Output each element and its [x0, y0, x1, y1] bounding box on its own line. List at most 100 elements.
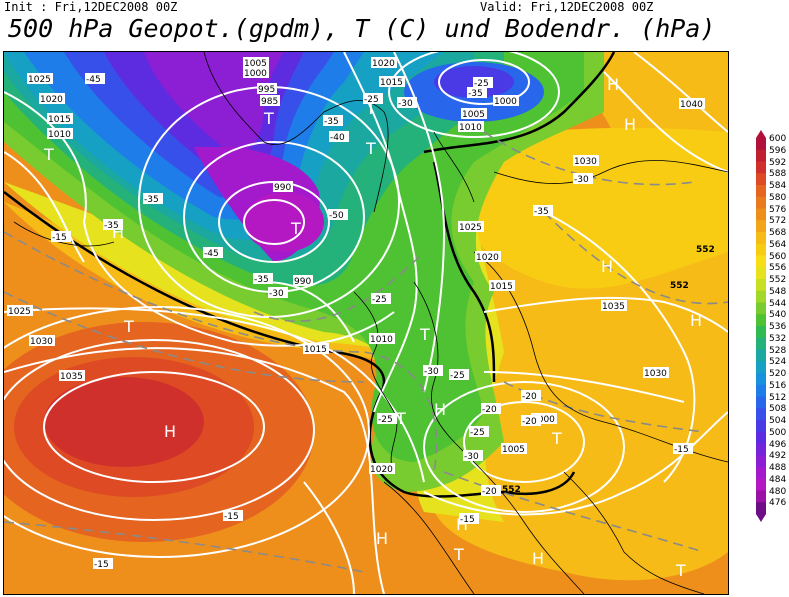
- init-time: Init : Fri,12DEC2008 00Z: [4, 0, 178, 14]
- temperature-label-bg: [377, 413, 397, 424]
- legend-swatch: [756, 196, 766, 209]
- legend-label: 548: [769, 286, 787, 297]
- high-pressure-label: H: [624, 115, 636, 134]
- temperature-label: -25: [474, 79, 489, 89]
- temp-field-564: [444, 127, 728, 289]
- low-pressure-label: T: [395, 409, 406, 428]
- legend-swatch: [756, 220, 766, 233]
- high-pressure-label: H: [601, 257, 613, 276]
- temperature-label-bg: [467, 87, 487, 98]
- isobar-label-bg: [303, 343, 329, 354]
- valid-time: Valid: Fri,12DEC2008 00Z: [480, 0, 654, 14]
- temperature-label-bg: [449, 369, 469, 380]
- legend-label: 560: [769, 251, 787, 262]
- height-label-552: 552: [502, 485, 521, 495]
- temperature-label-bg: [253, 273, 273, 284]
- legend-swatch: [756, 149, 766, 162]
- temperature-label-bg: [268, 287, 288, 298]
- temperature-label-bg: [323, 115, 343, 126]
- legend-swatch: [756, 443, 766, 456]
- legend-swatch: [756, 279, 766, 292]
- temperature-label-bg: [673, 443, 693, 454]
- legend-swatch: [756, 326, 766, 339]
- temperature-label-bg: [469, 426, 489, 437]
- temperature-label: -20: [482, 487, 497, 497]
- legend-label: 492: [769, 451, 787, 462]
- isobar-label-bg: [458, 121, 484, 132]
- temperature-label: -35: [254, 275, 269, 285]
- isobar-label-bg: [257, 83, 277, 94]
- temperature-label-bg: [363, 93, 383, 104]
- temp-field-484: [244, 192, 324, 252]
- isobar-label: 1015: [380, 78, 403, 88]
- isobar-label: 1005: [462, 110, 485, 120]
- legend-swatch: [756, 337, 766, 350]
- temperature-label: -45: [204, 249, 219, 259]
- legend-swatch: [756, 314, 766, 327]
- legend-swatch: [756, 467, 766, 480]
- temperature-label: -35: [104, 221, 119, 231]
- low-pressure-label: T: [43, 145, 54, 164]
- high-pressure-label: H: [164, 422, 176, 441]
- isobar-label-bg: [379, 76, 405, 87]
- legend-swatch: [756, 173, 766, 186]
- isobar-label: 995: [258, 85, 275, 95]
- legend-swatch: [756, 208, 766, 221]
- legend-arrow-bottom: [756, 514, 766, 522]
- legend-swatch: [756, 361, 766, 374]
- isobar-label-bg: [260, 95, 280, 106]
- temperature-label-bg: [521, 415, 541, 426]
- isobar-label: 1005: [502, 445, 525, 455]
- isobar-label-bg: [27, 73, 53, 84]
- isobar-label-bg: [39, 93, 65, 104]
- legend-swatch: [756, 302, 766, 315]
- isobar-label: 1030: [644, 369, 667, 379]
- legend-label: 484: [769, 474, 787, 485]
- temperature-label-bg: [103, 219, 123, 230]
- low-pressure-label: T: [263, 109, 274, 128]
- legend-swatch: [756, 431, 766, 444]
- temperature-label: -35: [534, 207, 549, 217]
- legend-swatch: [756, 185, 766, 198]
- temperature-label-bg: [533, 205, 553, 216]
- isobar-label-bg: [243, 67, 269, 78]
- legend-label: 480: [769, 486, 787, 497]
- isobar-label: 1015: [304, 345, 327, 355]
- isobar-label-bg: [643, 367, 669, 378]
- legend-swatch: [756, 243, 766, 256]
- temperature-label-bg: [573, 173, 593, 184]
- isobar-label-bg: [475, 251, 501, 262]
- temperature-label: -15: [52, 233, 67, 243]
- temperature-label: -15: [460, 515, 475, 525]
- temperature-label: -25: [470, 428, 485, 438]
- legend-swatch: [756, 232, 766, 245]
- legend-label: 532: [769, 333, 787, 344]
- isobar-label-bg: [493, 95, 519, 106]
- low-pressure-label: T: [365, 139, 376, 158]
- isobar-label: 1035: [602, 302, 625, 312]
- legend-label: 544: [769, 298, 787, 309]
- legend-swatch: [756, 455, 766, 468]
- temperature-label-bg: [423, 365, 443, 376]
- isobar-label-bg: [293, 275, 313, 286]
- low-pressure-label: T: [551, 429, 562, 448]
- legend-label: 508: [769, 404, 787, 415]
- legend-label: 596: [769, 145, 787, 156]
- temperature-label: -25: [364, 95, 379, 105]
- legend-label: 496: [769, 439, 787, 450]
- legend-label: 592: [769, 157, 787, 168]
- isobar-label: 1040: [680, 100, 703, 110]
- legend-swatch: [756, 502, 766, 515]
- legend-label: 572: [769, 216, 787, 227]
- legend-swatch: [756, 161, 766, 174]
- isobar-label-bg: [458, 221, 484, 232]
- temperature-label: -20: [522, 392, 537, 402]
- temperature-label: -30: [424, 367, 439, 377]
- isobar-label-bg: [501, 443, 527, 454]
- isobar-label: 1020: [40, 95, 63, 105]
- temperature-label-bg: [328, 209, 348, 220]
- legend-swatch: [756, 267, 766, 280]
- isobar-label: 1000: [244, 69, 267, 79]
- low-pressure-label: T: [123, 317, 134, 336]
